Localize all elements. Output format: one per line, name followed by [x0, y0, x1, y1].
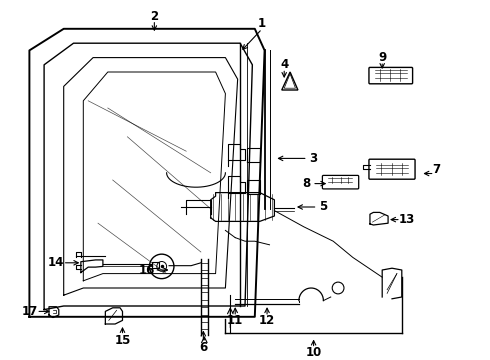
Text: 3: 3 [310, 152, 318, 165]
Text: 4: 4 [280, 58, 288, 71]
Text: 8: 8 [302, 177, 310, 190]
Text: 17: 17 [21, 305, 38, 318]
Text: 2: 2 [150, 10, 158, 23]
Text: 13: 13 [398, 213, 415, 226]
Text: 12: 12 [259, 314, 275, 327]
Text: 11: 11 [227, 314, 244, 327]
FancyBboxPatch shape [369, 159, 415, 179]
FancyBboxPatch shape [369, 67, 413, 84]
Text: 14: 14 [48, 256, 65, 269]
FancyBboxPatch shape [322, 175, 359, 189]
Text: 6: 6 [199, 341, 207, 354]
Text: 10: 10 [305, 346, 322, 359]
Text: 5: 5 [319, 201, 327, 213]
Text: 16: 16 [139, 264, 155, 276]
Text: 7: 7 [432, 163, 440, 176]
Text: 15: 15 [114, 334, 131, 347]
Text: 1: 1 [258, 17, 266, 30]
Text: 9: 9 [378, 51, 386, 64]
